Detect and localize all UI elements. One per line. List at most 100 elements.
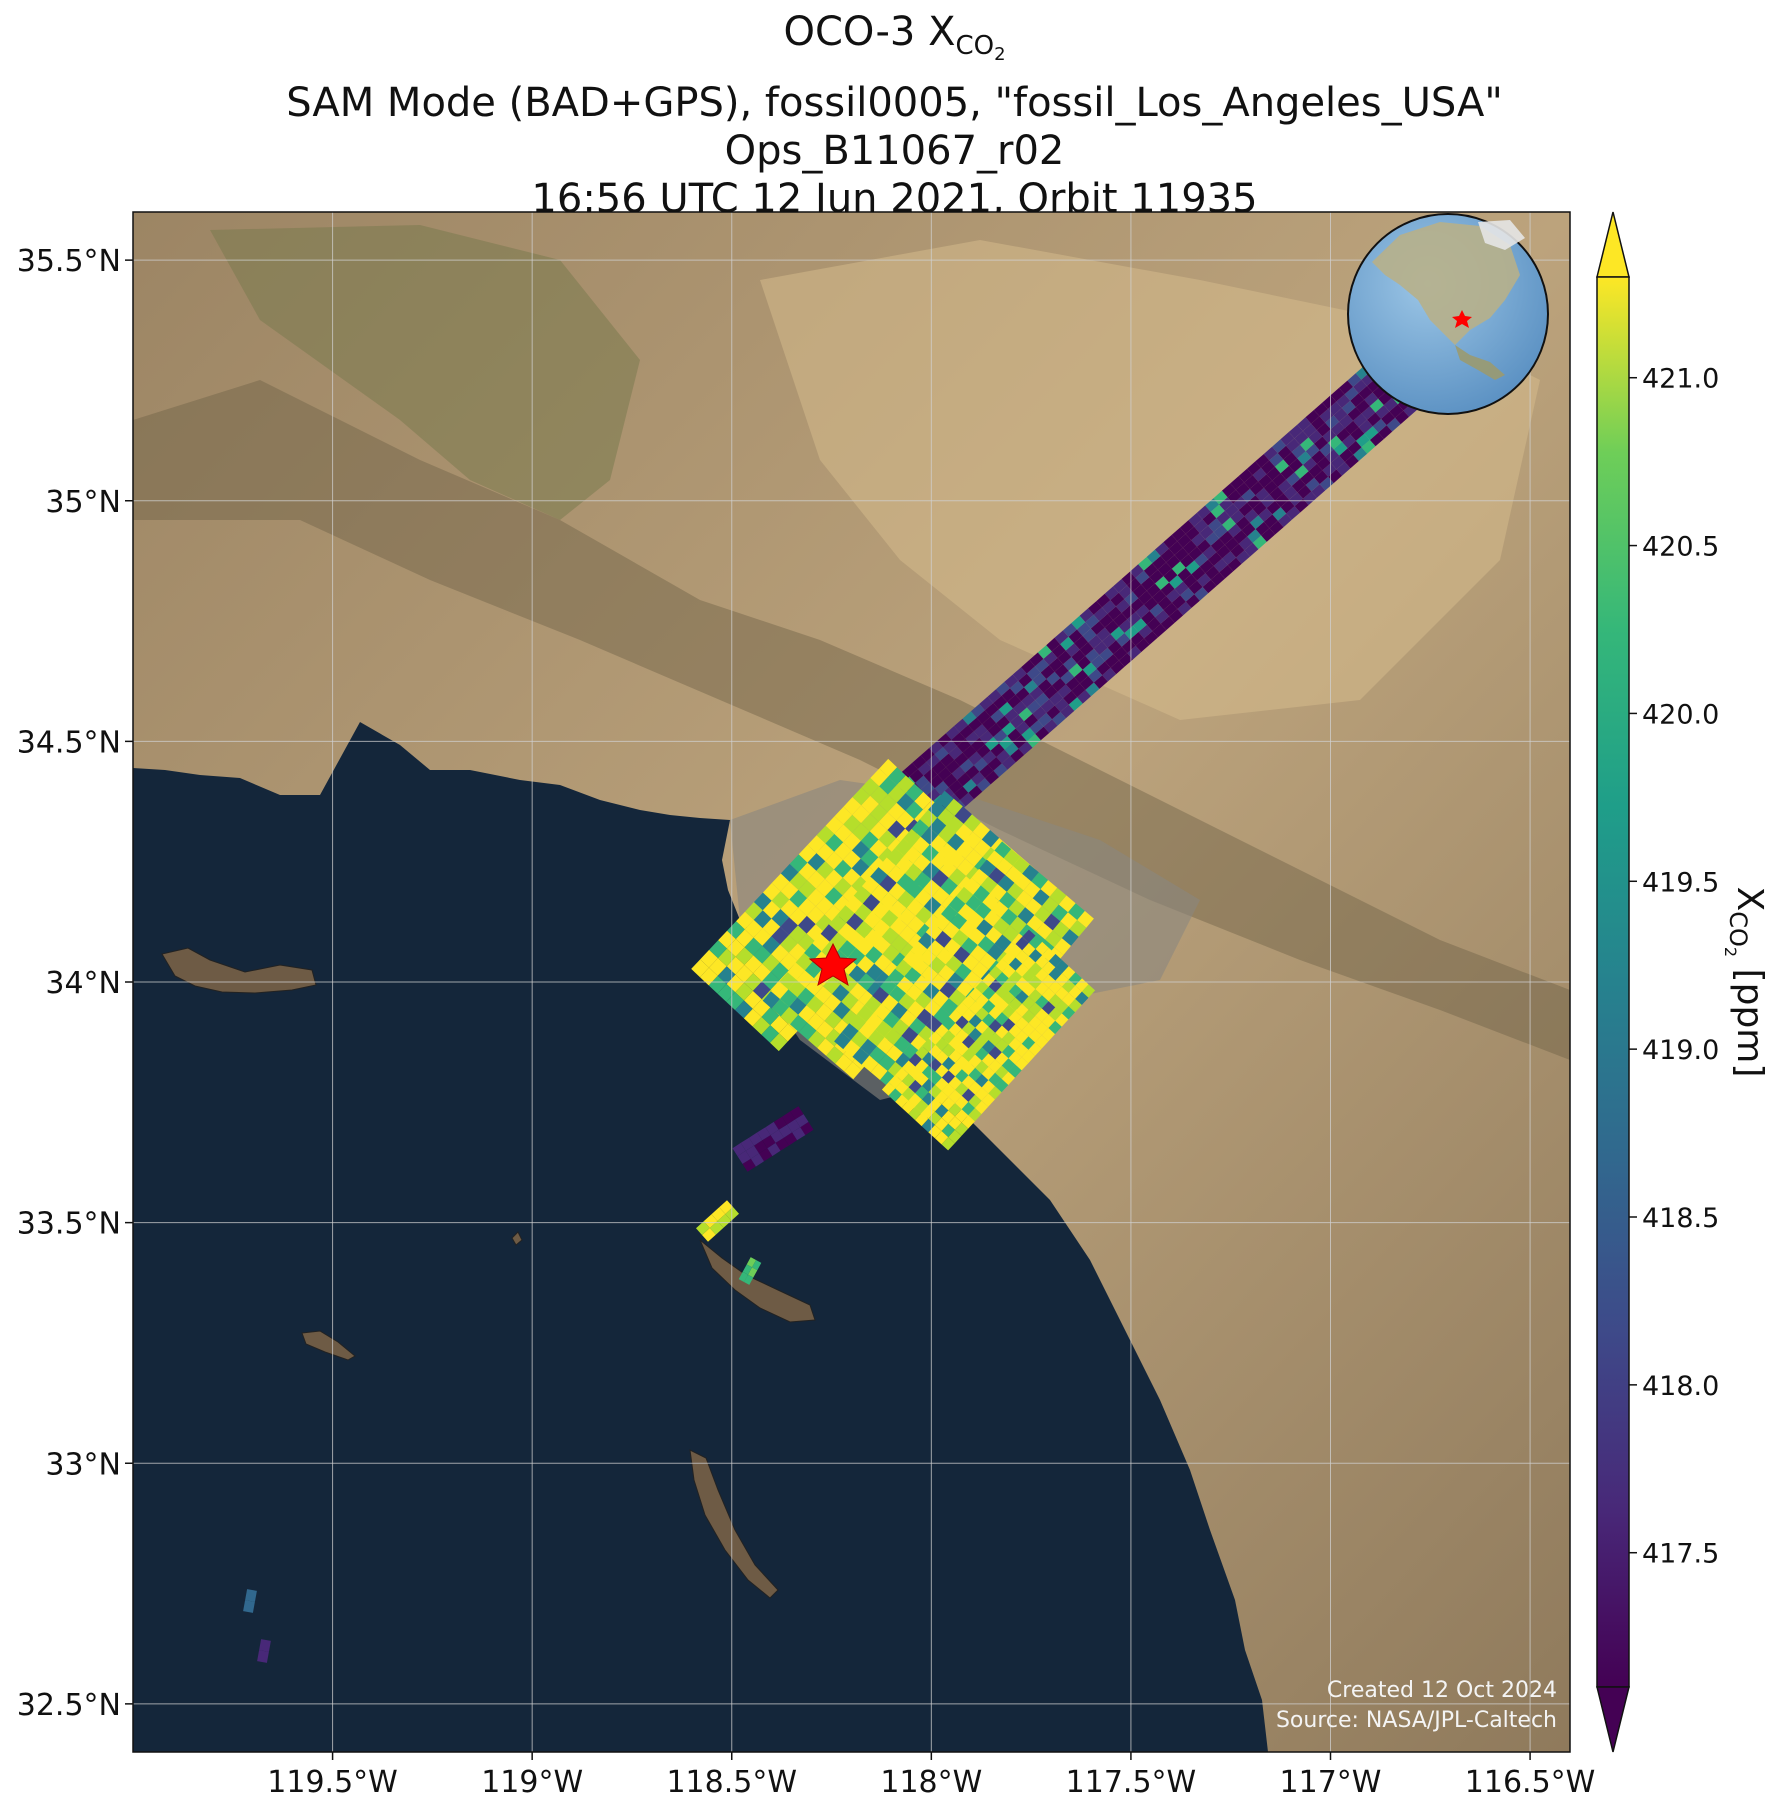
xco2-pixel	[884, 1028, 902, 1045]
xco2-pixel	[1037, 645, 1052, 659]
xco2-pixel	[1269, 486, 1284, 501]
xco2-pixel	[762, 954, 780, 972]
xco2-pixel	[742, 1264, 752, 1275]
xco2-pixel	[1333, 408, 1348, 422]
xco2-pixel	[908, 1106, 922, 1120]
xco2-pixel	[1018, 741, 1033, 755]
xco2-pixel	[1227, 489, 1242, 504]
xco2-pixel	[825, 1028, 843, 1047]
xco2-pixel	[864, 996, 882, 1013]
xco2-pixel	[753, 892, 772, 911]
xco2-pixel	[1196, 505, 1211, 520]
xco2-pixel	[1107, 640, 1122, 655]
xco2-pixel	[1022, 942, 1036, 957]
xco2-pixel	[915, 1112, 929, 1127]
xco2-pixel	[762, 918, 781, 937]
xco2-pixel	[1300, 471, 1315, 485]
xco2-pixel	[985, 926, 1003, 944]
xco2-pixel	[709, 940, 727, 959]
xco2-pixel	[1025, 898, 1042, 915]
xco2-pixel	[943, 739, 957, 754]
xco2-pixel	[1305, 443, 1320, 458]
xco2-pixel	[1015, 963, 1029, 977]
xco2-pixel	[961, 1075, 975, 1089]
xco2-pixel	[862, 894, 881, 912]
latitude-axis: 35.5°N 35°N 34.5°N 34°N 33.5°N 33°N 32.5°N	[17, 244, 133, 1723]
xco2-pixel	[948, 1089, 962, 1104]
xco2-pixel	[998, 702, 1013, 716]
xco2-pixel	[1001, 1044, 1016, 1059]
xco2-pixel	[951, 929, 969, 947]
san-clemente-island	[689, 1449, 779, 1599]
xco2-pixel	[1249, 515, 1264, 530]
xco2-pixel	[1096, 593, 1111, 608]
xco2-pixel	[1135, 604, 1150, 619]
xco2-pixel	[789, 872, 808, 890]
xco2-pixel	[780, 1006, 799, 1025]
xco2-pixel	[955, 1095, 969, 1110]
xco2-pixel	[1009, 680, 1024, 695]
xco2-pixel	[887, 802, 906, 821]
xco2-pixel	[1152, 623, 1167, 638]
xco2-pixel	[833, 895, 852, 914]
xco2-pixel	[948, 896, 966, 913]
xco2-pixel	[1344, 454, 1359, 469]
xco2-pixel	[1068, 697, 1083, 711]
xco2-pixel	[1099, 613, 1114, 628]
xco2-pixel	[956, 858, 975, 876]
xco2-pixel	[935, 1090, 949, 1105]
xco2-pixel	[948, 1022, 962, 1037]
xco2-pixel	[915, 1045, 929, 1060]
xco2-pixel	[1022, 956, 1036, 970]
xco2-pixel	[1208, 552, 1223, 566]
xco2-pixel	[955, 1002, 969, 1016]
xco2-pixel	[711, 1207, 726, 1221]
xco2-pixel	[962, 779, 977, 793]
xco2-pixel	[1222, 517, 1236, 532]
xco2-pixel	[905, 984, 923, 1001]
xco2-pixel	[1353, 413, 1367, 428]
colorbar-tick-label: 418.0	[1642, 1371, 1719, 1402]
xco2-pixel	[957, 772, 972, 787]
xco2-pixel	[735, 982, 753, 1001]
xco2-pixel	[825, 816, 844, 834]
xco2-pixel	[899, 925, 917, 943]
xco2-pixel	[1054, 698, 1069, 712]
lat-tick-label: 33.5°N	[17, 1207, 121, 1242]
lon-tick-label: 118.5°W	[666, 1765, 797, 1800]
xco2-pixel	[1316, 422, 1331, 437]
xco2-pixel	[1247, 529, 1262, 543]
xco2-pixel	[1288, 424, 1303, 439]
xco2-pixel	[798, 1022, 817, 1040]
xco2-pixel	[703, 1214, 718, 1228]
xco2-pixel	[1028, 989, 1042, 1003]
xco2-pixel	[1035, 658, 1049, 673]
xco2-pixel	[1205, 532, 1220, 546]
xco2-pixel	[935, 1104, 949, 1118]
xco2-pixel	[744, 990, 762, 1009]
xco2-pixel	[1233, 496, 1248, 510]
xco2-pixel	[1146, 617, 1161, 632]
xco2-pixel	[1102, 667, 1117, 682]
xco2-pixel	[1022, 983, 1036, 997]
xco2-pixel	[1113, 579, 1128, 593]
xco2-pixel	[1191, 566, 1206, 581]
xco2-pixel	[797, 933, 816, 952]
xco2-pixel	[1029, 652, 1044, 667]
xco2-pixel	[1238, 468, 1253, 483]
xco2-pixel	[915, 1072, 929, 1086]
xco2-pixel	[1364, 426, 1379, 440]
xco2-pixel	[1381, 411, 1395, 426]
xco2-pixel	[1180, 587, 1195, 602]
xco2-pixel	[888, 882, 906, 901]
xco2-pixel	[1082, 628, 1097, 643]
xco2-pixel	[852, 805, 870, 824]
xco2-pixel	[780, 899, 799, 918]
xco2-pixel	[946, 816, 964, 834]
xco2-pixel	[878, 830, 897, 848]
xco2-pixel	[975, 1074, 989, 1088]
xco2-pixel	[1035, 1035, 1049, 1049]
xco2-pixel	[1035, 922, 1053, 940]
xco2-pixel	[881, 927, 899, 945]
xco2-pixel	[861, 795, 879, 814]
